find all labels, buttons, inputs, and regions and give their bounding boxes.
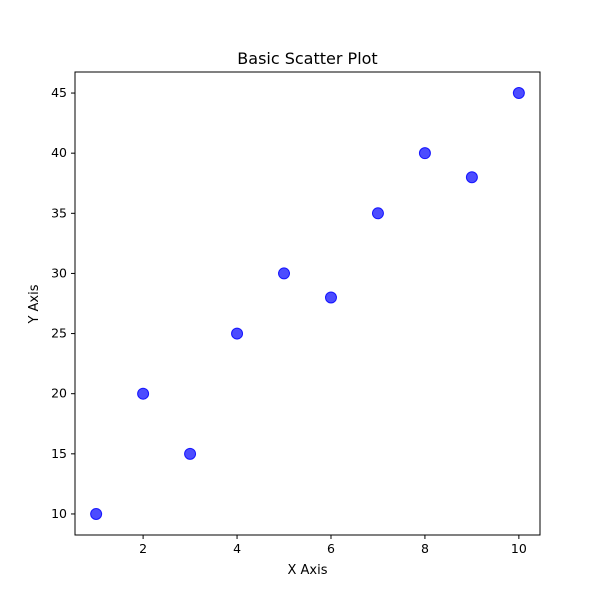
data-point xyxy=(231,327,244,340)
data-point xyxy=(137,387,150,400)
data-point xyxy=(418,147,431,160)
data-point xyxy=(90,507,103,520)
chart-title: Basic Scatter Plot xyxy=(237,49,377,68)
data-point xyxy=(465,171,478,184)
data-point xyxy=(371,207,384,220)
data-point xyxy=(184,447,197,460)
x-axis-label: X Axis xyxy=(287,563,327,578)
data-point xyxy=(278,267,291,280)
x-tick-label: 8 xyxy=(421,541,429,556)
y-tick-label: 10 xyxy=(51,506,67,521)
y-axis-label: Y Axis xyxy=(27,284,42,324)
y-tick-label: 35 xyxy=(51,205,67,220)
y-tick-label: 25 xyxy=(51,326,67,341)
plot-area: 2 4 6 8 10 10 15 20 25 30 35 40 45 xyxy=(51,71,541,556)
x-tick-label: 10 xyxy=(511,541,527,556)
data-point xyxy=(512,87,525,100)
y-tick-label: 40 xyxy=(51,145,67,160)
plot-frame xyxy=(74,71,541,536)
x-tick-label: 6 xyxy=(327,541,335,556)
y-tick-label: 15 xyxy=(51,446,67,461)
y-tick-label: 20 xyxy=(51,386,67,401)
y-tick-label: 30 xyxy=(51,265,67,280)
y-tick-label: 45 xyxy=(51,85,67,100)
data-point xyxy=(324,291,337,304)
x-tick-label: 2 xyxy=(139,541,147,556)
x-tick-label: 4 xyxy=(233,541,241,556)
